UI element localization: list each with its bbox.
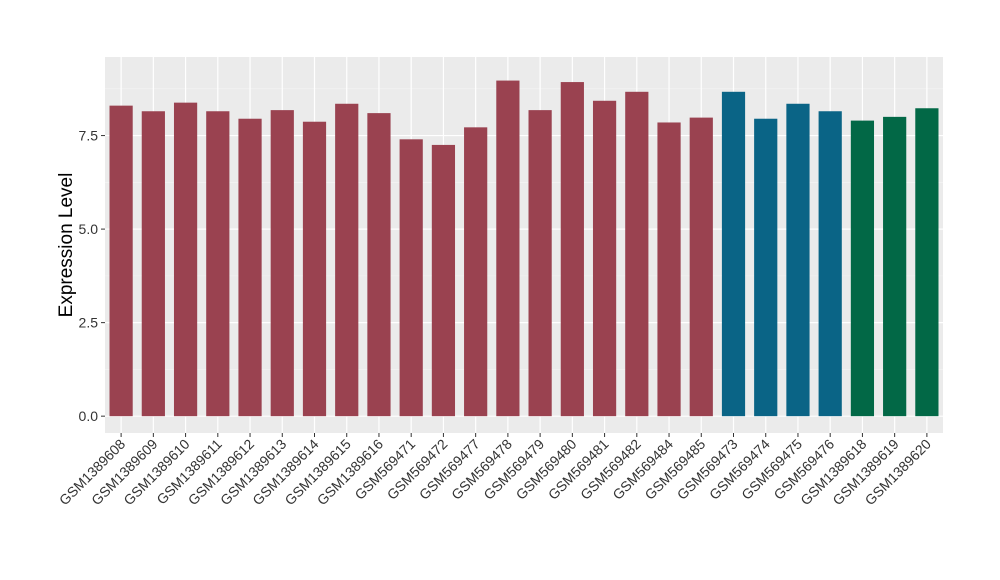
bar-GSM1389613 bbox=[270, 110, 294, 417]
y-tick-label: 5.0 bbox=[79, 221, 99, 237]
bar-GSM1389612 bbox=[238, 118, 262, 417]
bar-GSM569472 bbox=[431, 144, 456, 417]
bar-GSM569475 bbox=[786, 103, 810, 417]
bar-GSM1389620 bbox=[915, 108, 939, 417]
bar-GSM569478 bbox=[496, 80, 520, 417]
bar-GSM1389610 bbox=[173, 102, 198, 417]
bar-GSM569477 bbox=[464, 127, 488, 417]
bar-GSM569476 bbox=[818, 111, 842, 417]
x-axis: GSM1389608GSM1389609GSM1389610GSM1389611… bbox=[56, 433, 934, 508]
bar-GSM569481 bbox=[592, 100, 617, 417]
bar-GSM569479 bbox=[528, 110, 552, 417]
y-tick-label: 0.0 bbox=[79, 408, 99, 424]
bar-GSM1389608 bbox=[109, 105, 133, 417]
bar-GSM1389618 bbox=[850, 120, 875, 417]
plot-panel bbox=[105, 57, 943, 433]
bar-GSM1389615 bbox=[335, 103, 359, 417]
bar-GSM569473 bbox=[721, 91, 746, 417]
bars bbox=[109, 80, 939, 417]
bar-GSM569471 bbox=[399, 139, 423, 417]
y-axis-title: Expression Level bbox=[56, 173, 77, 318]
bar-GSM569484 bbox=[657, 122, 681, 417]
bar-GSM569480 bbox=[560, 82, 584, 417]
y-tick-label: 2.5 bbox=[79, 315, 99, 331]
bar-GSM1389609 bbox=[141, 111, 165, 417]
bar-GSM1389619 bbox=[883, 116, 907, 417]
bar-GSM1389614 bbox=[302, 121, 327, 417]
y-axis: 0.0 2.5 5.0 7.5 bbox=[79, 128, 105, 424]
bar-GSM1389616 bbox=[367, 113, 391, 417]
bar-GSM569485 bbox=[689, 117, 713, 417]
bar-GSM1389611 bbox=[206, 111, 230, 417]
y-tick-label: 7.5 bbox=[79, 128, 99, 144]
bar-GSM569474 bbox=[754, 118, 778, 417]
bar-GSM569482 bbox=[625, 91, 649, 417]
